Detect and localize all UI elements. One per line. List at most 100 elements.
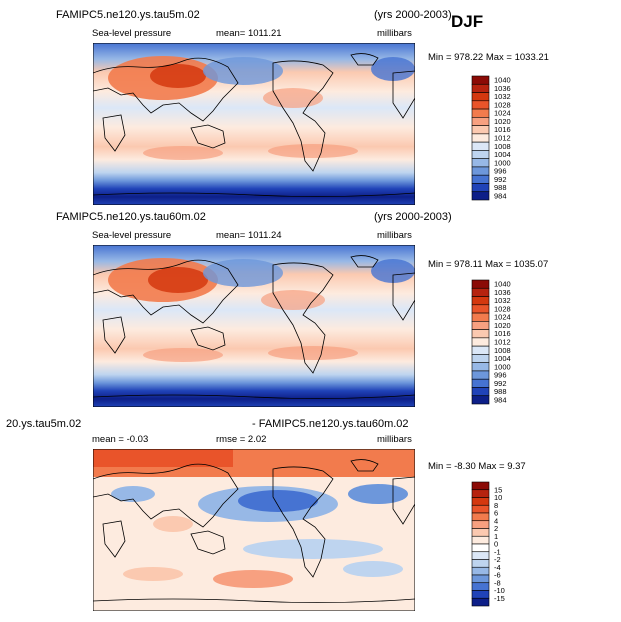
panel3-mean: mean = -0.03 — [92, 434, 149, 445]
panel2-southern-high — [143, 348, 223, 362]
panel3-colorbar-swatch — [471, 597, 490, 607]
panel2-colorbar-swatch — [471, 287, 490, 297]
panel2-coastlines — [93, 255, 415, 399]
panel2-units: millibars — [377, 230, 412, 241]
panel1-colorbar-label: 992 — [494, 175, 507, 184]
panel2-slp-map — [93, 245, 415, 407]
panel2-colorbar: 1040103610321028102410201016101210081004… — [471, 279, 511, 404]
panel2-colorbar-swatch — [471, 312, 490, 322]
panel1-colorbar-swatch — [471, 83, 490, 93]
panel3-rmse: rmse = 2.02 — [216, 434, 267, 445]
panel1-colorbar-swatch — [471, 174, 490, 184]
panel1-colorbar: 1040103610321028102410201016101210081004… — [471, 75, 511, 201]
panel2-colorbar-swatch — [471, 354, 490, 363]
panel3-atlantic-neg — [348, 484, 408, 504]
panel3-colorbar-swatch — [471, 489, 490, 498]
panel3-colorbar-label: 1 — [494, 532, 498, 541]
panel1-icelandic-low — [371, 57, 415, 81]
panel3-colorbar-label: -6 — [494, 571, 501, 580]
panel3-colorbar-swatch — [471, 512, 490, 522]
panel2-colorbar-swatch — [471, 321, 490, 330]
panel1-colorbar-swatch — [471, 183, 490, 193]
panel1-colorbar-label: 1032 — [494, 92, 511, 101]
panel3-colorbar-swatch — [471, 590, 490, 599]
season-label: DJF — [451, 12, 484, 31]
panel3-colorbar-label: 2 — [494, 524, 498, 533]
panel1-southern-high-2 — [268, 144, 358, 158]
panel1-colorbar-label: 1012 — [494, 134, 511, 143]
panel3-south-neg — [343, 561, 403, 577]
panel3-tropics-neg — [243, 539, 383, 559]
panel2-colorbar-label: 992 — [494, 379, 507, 388]
panel3-colorbar-swatch — [471, 559, 490, 568]
panel3-north-band-2 — [93, 449, 233, 467]
panel2-minmax: Min = 978.11 Max = 1035.07 — [428, 259, 549, 270]
panel2-icelandic-low — [371, 259, 415, 283]
panel3-pos-1 — [153, 516, 193, 532]
panel3-diff-map — [93, 449, 415, 611]
panel1-mean: mean= 1011.21 — [216, 28, 282, 39]
panel1-colorbar-swatch — [471, 75, 490, 85]
panel2-colorbar-label: 984 — [494, 395, 507, 404]
panel1-southern-high — [143, 146, 223, 160]
panel2-colorbar-swatch — [471, 370, 490, 380]
panel1-colorbar-swatch — [471, 92, 490, 102]
panel3-colorbar-swatch — [471, 574, 490, 584]
panel1-colorbar-label: 1020 — [494, 117, 511, 126]
panel2-colorbar-swatch — [471, 378, 490, 388]
panel2-field: Sea-level pressure — [92, 230, 172, 241]
panel3-title-right: - FAMIPC5.ne120.ys.tau60m.02 — [252, 418, 409, 430]
panel1-colorbar-swatch — [471, 141, 490, 151]
panel1-colorbar-swatch — [471, 108, 490, 118]
panel3-colorbar-label: -2 — [494, 555, 501, 564]
panel1-colorbar-swatch — [471, 166, 490, 176]
panel2-colorbar-label: 1020 — [494, 321, 511, 330]
panel3-units: millibars — [377, 434, 412, 445]
panel3-colorbar-swatch — [471, 551, 490, 560]
panel2-colorbar-label: 996 — [494, 371, 507, 380]
panel2-colorbar-swatch — [471, 345, 490, 355]
panel1-colorbar-swatch — [471, 100, 490, 110]
panel1-coastlines — [93, 53, 415, 197]
panel1-colorbar-label: 1024 — [494, 109, 511, 118]
panel1-colorbar-label: 1004 — [494, 150, 511, 159]
panel3-title-left: 20.ys.tau5m.02 — [6, 418, 82, 430]
panel1-colorbar-label: 1028 — [494, 100, 511, 109]
panel2-colorbar-label: 1028 — [494, 304, 511, 313]
panel1-field: Sea-level pressure — [92, 28, 172, 39]
panel1-colorbar-label: 1008 — [494, 142, 511, 151]
panel3-colorbar-swatch — [471, 543, 490, 553]
panel1-colorbar-label: 1040 — [494, 76, 511, 85]
panel3-colorbar-swatch — [471, 481, 490, 491]
panel1-colorbar-label: 984 — [494, 191, 507, 200]
panel1-colorbar-swatch — [471, 133, 490, 143]
panel1-years: (yrs 2000-2003) — [374, 9, 452, 21]
panel2-colorbar-swatch — [471, 362, 490, 372]
panel2-southern-high-2 — [268, 346, 358, 360]
panel2-colorbar-swatch — [471, 304, 490, 314]
panel2-siberian-high-core — [148, 267, 208, 293]
panel1-colorbar-swatch — [471, 158, 490, 168]
panel2-colorbar-swatch — [471, 279, 490, 289]
panel2-colorbar-label: 1008 — [494, 346, 511, 355]
panel2-colorbar-swatch — [471, 329, 490, 339]
panel3-colorbar-swatch — [471, 520, 490, 529]
panel3-south-pos — [213, 570, 293, 588]
panel1-title: FAMIPC5.ne120.ys.tau5m.02 — [56, 9, 200, 21]
panel3-colorbar-label: 4 — [494, 516, 498, 525]
panel1-colorbar-swatch — [471, 117, 490, 126]
panel3-coastlines — [93, 459, 415, 603]
panel3-colorbar-label: 8 — [494, 501, 498, 510]
panel1-colorbar-label: 988 — [494, 183, 507, 192]
panel2-colorbar-label: 1016 — [494, 329, 511, 338]
panel2-colorbar-label: 1000 — [494, 362, 511, 371]
panel1-colorbar-label: 1000 — [494, 158, 511, 167]
panel1-colorbar-swatch — [471, 191, 490, 201]
panel3-colorbar-swatch — [471, 497, 490, 506]
panel2-colorbar-swatch — [471, 296, 490, 306]
panel1-colorbar-label: 1036 — [494, 84, 511, 93]
panel3-colorbar-swatch — [471, 504, 490, 514]
panel3-colorbar-swatch — [471, 566, 490, 576]
panel2-mean: mean= 1011.24 — [216, 230, 282, 241]
